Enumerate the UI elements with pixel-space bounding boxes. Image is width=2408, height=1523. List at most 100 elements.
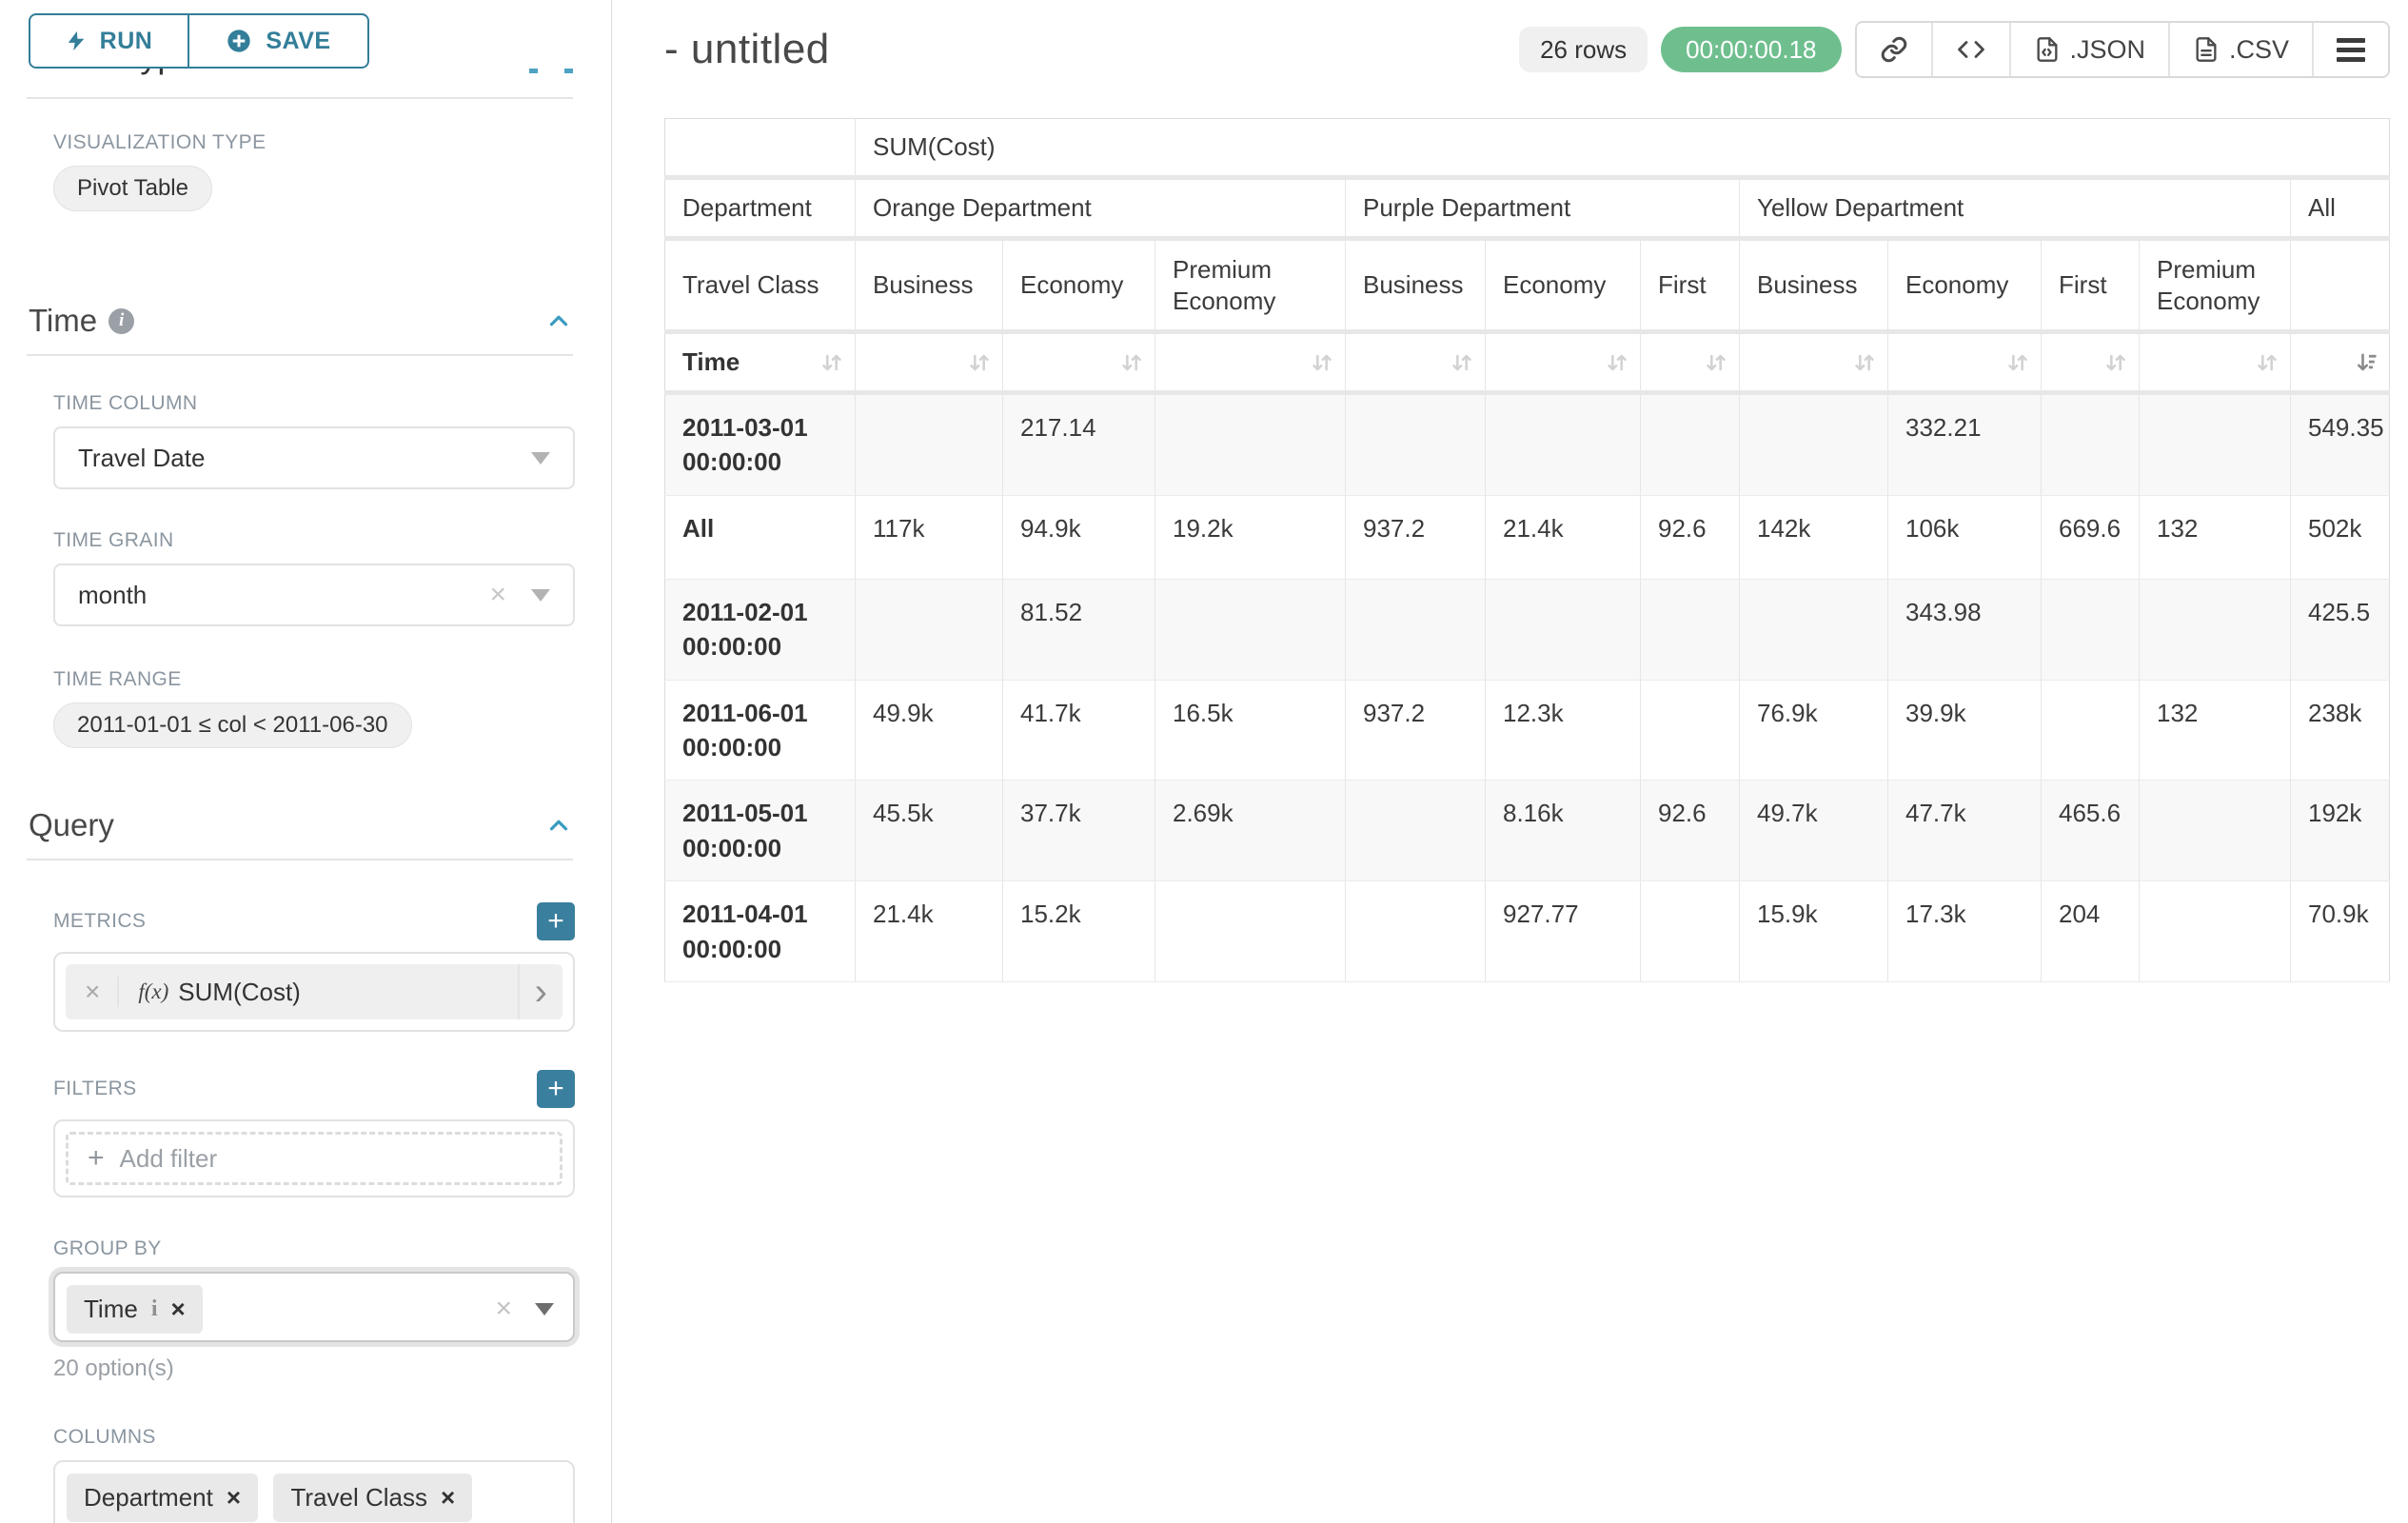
row-label: 2011-02-01 00:00:00 [664, 579, 856, 681]
cell: 21.4k [1485, 495, 1641, 580]
plus-icon: + [547, 1073, 564, 1104]
groupby-select[interactable]: Time i × × [53, 1272, 575, 1342]
query-section-header: Query [27, 807, 586, 843]
cell: 132 [2139, 680, 2291, 781]
run-button[interactable]: RUN [29, 13, 188, 69]
sort-column[interactable] [1887, 331, 2042, 395]
filters-control: FILTERS + + Add filter [27, 1070, 586, 1197]
cell [2139, 780, 2291, 882]
sort-column[interactable] [2139, 331, 2291, 395]
export-json-button[interactable]: .JSON [2008, 23, 2169, 76]
cell [1155, 579, 1346, 681]
groupby-control: GROUP BY Time i × × 20 option(s) [27, 1237, 586, 1382]
explore-control-panel: Chart Type RUN SAVE VISUALIZATION TYPE P… [0, 0, 612, 1523]
sort-column-all-active[interactable] [2289, 331, 2390, 395]
caret-down-icon [531, 451, 550, 465]
export-button-group: .JSON .CSV [1854, 21, 2391, 78]
cell: 937.2 [1345, 680, 1486, 781]
columns-token-travel-class[interactable]: Travel Class × [273, 1474, 473, 1522]
corner-cell [664, 118, 856, 180]
cell: 70.9k [2289, 880, 2390, 982]
view-query-button[interactable] [1930, 23, 2009, 76]
cell [1485, 392, 1641, 496]
sort-column[interactable] [1155, 331, 1346, 395]
cell: 81.52 [1002, 579, 1155, 681]
cell: 117k [855, 495, 1003, 580]
clear-icon[interactable]: × [489, 579, 506, 610]
sort-column[interactable] [1485, 331, 1641, 395]
sort-column[interactable] [855, 331, 1003, 395]
link-icon [1881, 36, 1906, 63]
cell: 47.7k [1887, 780, 2042, 882]
cell [1345, 780, 1486, 882]
cell: 92.6 [1640, 780, 1740, 882]
cell [1640, 680, 1740, 781]
cell: 76.9k [1739, 680, 1888, 781]
cell: 927.77 [1485, 880, 1641, 982]
group-header-all: All [2289, 177, 2390, 241]
sort-column[interactable] [1345, 331, 1486, 395]
sort-column[interactable] [2041, 331, 2140, 395]
sort-icon [1122, 354, 1141, 370]
time-column-select[interactable]: Travel Date [53, 426, 575, 489]
cell [1345, 392, 1486, 496]
cell: 39.9k [1887, 680, 2042, 781]
file-code-icon [2037, 37, 2057, 62]
clear-icon[interactable]: × [495, 1293, 512, 1324]
export-csv-button[interactable]: .CSV [2168, 23, 2313, 76]
chevron-up-icon[interactable] [544, 811, 573, 840]
caret-down-icon[interactable] [535, 1302, 554, 1315]
cell: 15.2k [1002, 880, 1155, 982]
sort-column[interactable] [1002, 331, 1155, 395]
add-filter-plus-button[interactable]: + [537, 1070, 575, 1108]
csv-label: .CSV [2229, 34, 2290, 64]
remove-token-icon[interactable]: × [170, 1295, 186, 1323]
cell: 15.9k [1739, 880, 1888, 982]
remove-metric-icon[interactable]: × [66, 977, 120, 1007]
cell [2139, 880, 2291, 982]
add-metric-button[interactable]: + [537, 902, 575, 940]
group-header-orange: Orange Department [855, 177, 1346, 241]
metrics-control: METRICS + × f(x) SUM(Cost) › [27, 902, 586, 1032]
cell [1640, 392, 1740, 496]
columns-token-department[interactable]: Department × [67, 1474, 259, 1522]
columns-select[interactable]: Department × Travel Class × × [53, 1460, 575, 1523]
remove-token-icon[interactable]: × [226, 1483, 242, 1512]
time-column-label: TIME COLUMN [53, 392, 198, 414]
time-grain-value: month [78, 580, 148, 609]
clear-icon[interactable]: × [495, 1521, 512, 1523]
metric-token[interactable]: × f(x) SUM(Cost) › [66, 964, 563, 1019]
query-section-title: Query [29, 807, 114, 842]
sort-column[interactable] [1739, 331, 1888, 395]
cell: 343.98 [1887, 579, 2042, 681]
cell: 669.6 [2041, 495, 2140, 580]
cell: 49.9k [855, 680, 1003, 781]
plus-circle-icon [227, 30, 251, 52]
sort-column[interactable] [1640, 331, 1740, 395]
groupby-token-time[interactable]: Time i × [67, 1285, 203, 1334]
time-grain-select[interactable]: month × [53, 564, 575, 626]
copy-link-button[interactable] [1856, 23, 1931, 76]
cell [2041, 392, 2140, 496]
chevron-up-icon[interactable] [544, 307, 573, 335]
sort-time-column[interactable]: Time [664, 331, 856, 395]
remove-token-icon[interactable]: × [441, 1483, 456, 1512]
cell: 45.5k [855, 780, 1003, 882]
cell [1739, 392, 1888, 496]
expand-metric-icon[interactable]: › [517, 964, 563, 1019]
time-range-chip[interactable]: 2011-01-01 ≤ col < 2011-06-30 [53, 702, 412, 748]
cell [1155, 880, 1346, 982]
metrics-well: × f(x) SUM(Cost) › [53, 952, 575, 1032]
scrolled-chevron-fragments [529, 69, 573, 74]
menu-button[interactable] [2312, 23, 2389, 76]
chart-title[interactable]: - untitled [664, 26, 830, 72]
visualization-type-chip[interactable]: Pivot Table [53, 166, 212, 211]
action-buttons: RUN SAVE [29, 13, 369, 69]
cell: 332.21 [1887, 392, 2042, 496]
add-filter-button[interactable]: + Add filter [66, 1132, 563, 1185]
save-button[interactable]: SAVE [188, 13, 369, 69]
row-label: 2011-04-01 00:00:00 [664, 880, 856, 982]
groupby-options-count: 20 option(s) [53, 1355, 174, 1381]
columns-control: COLUMNS Department × Travel Class × × 19… [27, 1426, 586, 1523]
class-header: First [2041, 238, 2140, 334]
